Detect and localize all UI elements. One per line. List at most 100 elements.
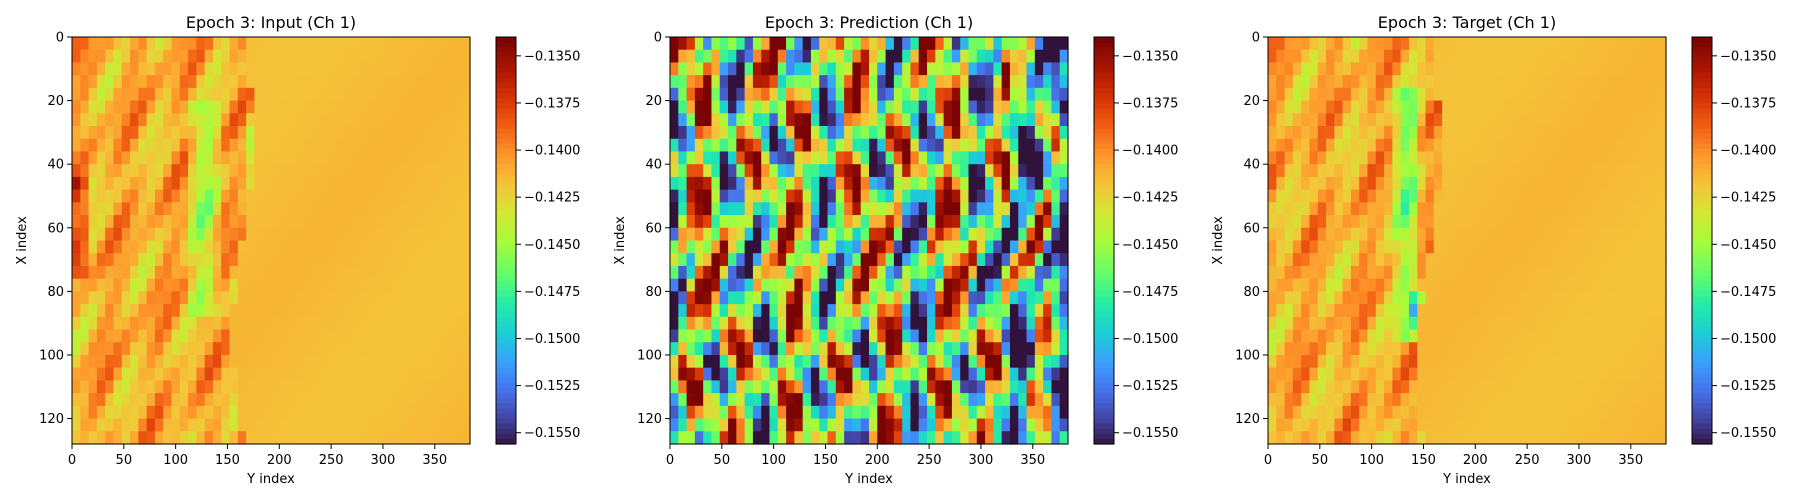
heatmap-cell <box>919 330 928 343</box>
heatmap-cell <box>263 151 272 164</box>
heatmap-cell <box>1492 431 1501 444</box>
heatmap-cell <box>811 393 820 406</box>
heatmap-cell <box>1575 164 1584 177</box>
heatmap-cell <box>296 177 305 190</box>
heatmap-cell <box>728 215 737 228</box>
heatmap-cell <box>803 393 812 406</box>
heatmap-cell <box>1002 266 1011 279</box>
heatmap-cell <box>238 317 247 330</box>
heatmap-cell <box>404 164 413 177</box>
heatmap-cell <box>1500 330 1509 343</box>
y-tick-label: 120 <box>637 412 662 427</box>
heatmap-cell <box>1409 380 1418 393</box>
heatmap-cell <box>1293 253 1302 266</box>
heatmap-cell <box>678 88 687 101</box>
heatmap-cell <box>97 291 106 304</box>
heatmap-cell <box>1343 228 1352 241</box>
heatmap-cell <box>869 139 878 152</box>
colorbar-segment <box>1692 261 1712 267</box>
heatmap-cell <box>80 190 89 203</box>
heatmap-cell <box>346 215 355 228</box>
heatmap-cell <box>230 50 239 63</box>
chart-title: Epoch 3: Target (Ch 1) <box>1378 13 1556 32</box>
heatmap-cell <box>753 253 762 266</box>
heatmap-cell <box>1309 75 1318 88</box>
heatmap-cell <box>1459 164 1468 177</box>
heatmap-cell <box>213 406 222 419</box>
heatmap-cell <box>1608 190 1617 203</box>
heatmap-cell <box>279 279 288 292</box>
heatmap-cell <box>861 88 870 101</box>
heatmap-cell <box>453 241 462 254</box>
heatmap-cell <box>1359 266 1368 279</box>
heatmap-cell <box>72 101 81 114</box>
heatmap-cell <box>935 355 944 368</box>
heatmap-cell <box>1334 406 1343 419</box>
colorbar-segment <box>1094 393 1114 399</box>
heatmap-cell <box>960 75 969 88</box>
heatmap-cell <box>445 101 454 114</box>
heatmap-cell <box>1508 164 1517 177</box>
heatmap-cell <box>437 291 446 304</box>
heatmap-cell <box>753 177 762 190</box>
heatmap-cell <box>1459 101 1468 114</box>
heatmap-cell <box>786 164 795 177</box>
heatmap-cell <box>1625 317 1634 330</box>
heatmap-cell <box>1508 393 1517 406</box>
heatmap-cell <box>720 164 729 177</box>
heatmap-cell <box>420 151 429 164</box>
heatmap-cell <box>720 330 729 343</box>
heatmap-cell <box>1276 215 1285 228</box>
heatmap-cell <box>935 151 944 164</box>
heatmap-cell <box>1318 215 1327 228</box>
heatmap-cell <box>329 139 338 152</box>
heatmap-cell <box>105 291 114 304</box>
heatmap-cell <box>944 228 953 241</box>
heatmap-cell <box>172 101 181 114</box>
heatmap-cell <box>910 419 919 432</box>
heatmap-cell <box>312 368 321 381</box>
heatmap-cell <box>969 406 978 419</box>
heatmap-cell <box>163 304 172 317</box>
heatmap-cell <box>877 419 886 432</box>
heatmap-cell <box>105 151 114 164</box>
heatmap-cell <box>279 241 288 254</box>
heatmap-cell <box>163 419 172 432</box>
heatmap-cell <box>1492 304 1501 317</box>
heatmap-cell <box>263 304 272 317</box>
heatmap-cell <box>80 164 89 177</box>
heatmap-cell <box>836 62 845 75</box>
heatmap-cell <box>246 266 255 279</box>
heatmap-cell <box>1459 151 1468 164</box>
heatmap-cell <box>703 380 712 393</box>
heatmap-cell <box>852 253 861 266</box>
heatmap-cell <box>695 37 704 50</box>
colorbar-segment <box>1094 185 1114 191</box>
heatmap-cell <box>753 215 762 228</box>
heatmap-cell <box>254 355 263 368</box>
heatmap-cell <box>828 431 837 444</box>
heatmap-cell <box>122 419 131 432</box>
heatmap-cell <box>362 304 371 317</box>
heatmap-cell <box>910 330 919 343</box>
heatmap-cell <box>130 75 139 88</box>
heatmap-cell <box>1343 37 1352 50</box>
heatmap-cell <box>188 431 197 444</box>
heatmap-cell <box>1326 88 1335 101</box>
heatmap-cell <box>213 75 222 88</box>
heatmap-cell <box>1649 126 1658 139</box>
heatmap-cell <box>387 113 396 126</box>
heatmap-cell <box>371 304 380 317</box>
heatmap-cell <box>952 202 961 215</box>
heatmap-cell <box>1417 151 1426 164</box>
heatmap-cell <box>761 37 770 50</box>
heatmap-cell <box>1550 88 1559 101</box>
heatmap-cell <box>902 431 911 444</box>
colorbar-segment <box>1692 281 1712 287</box>
heatmap-cell <box>246 393 255 406</box>
heatmap-cell <box>1567 368 1576 381</box>
heatmap-cell <box>952 101 961 114</box>
heatmap-cell <box>1268 368 1277 381</box>
heatmap-cell <box>1533 151 1542 164</box>
heatmap-cell <box>230 393 239 406</box>
